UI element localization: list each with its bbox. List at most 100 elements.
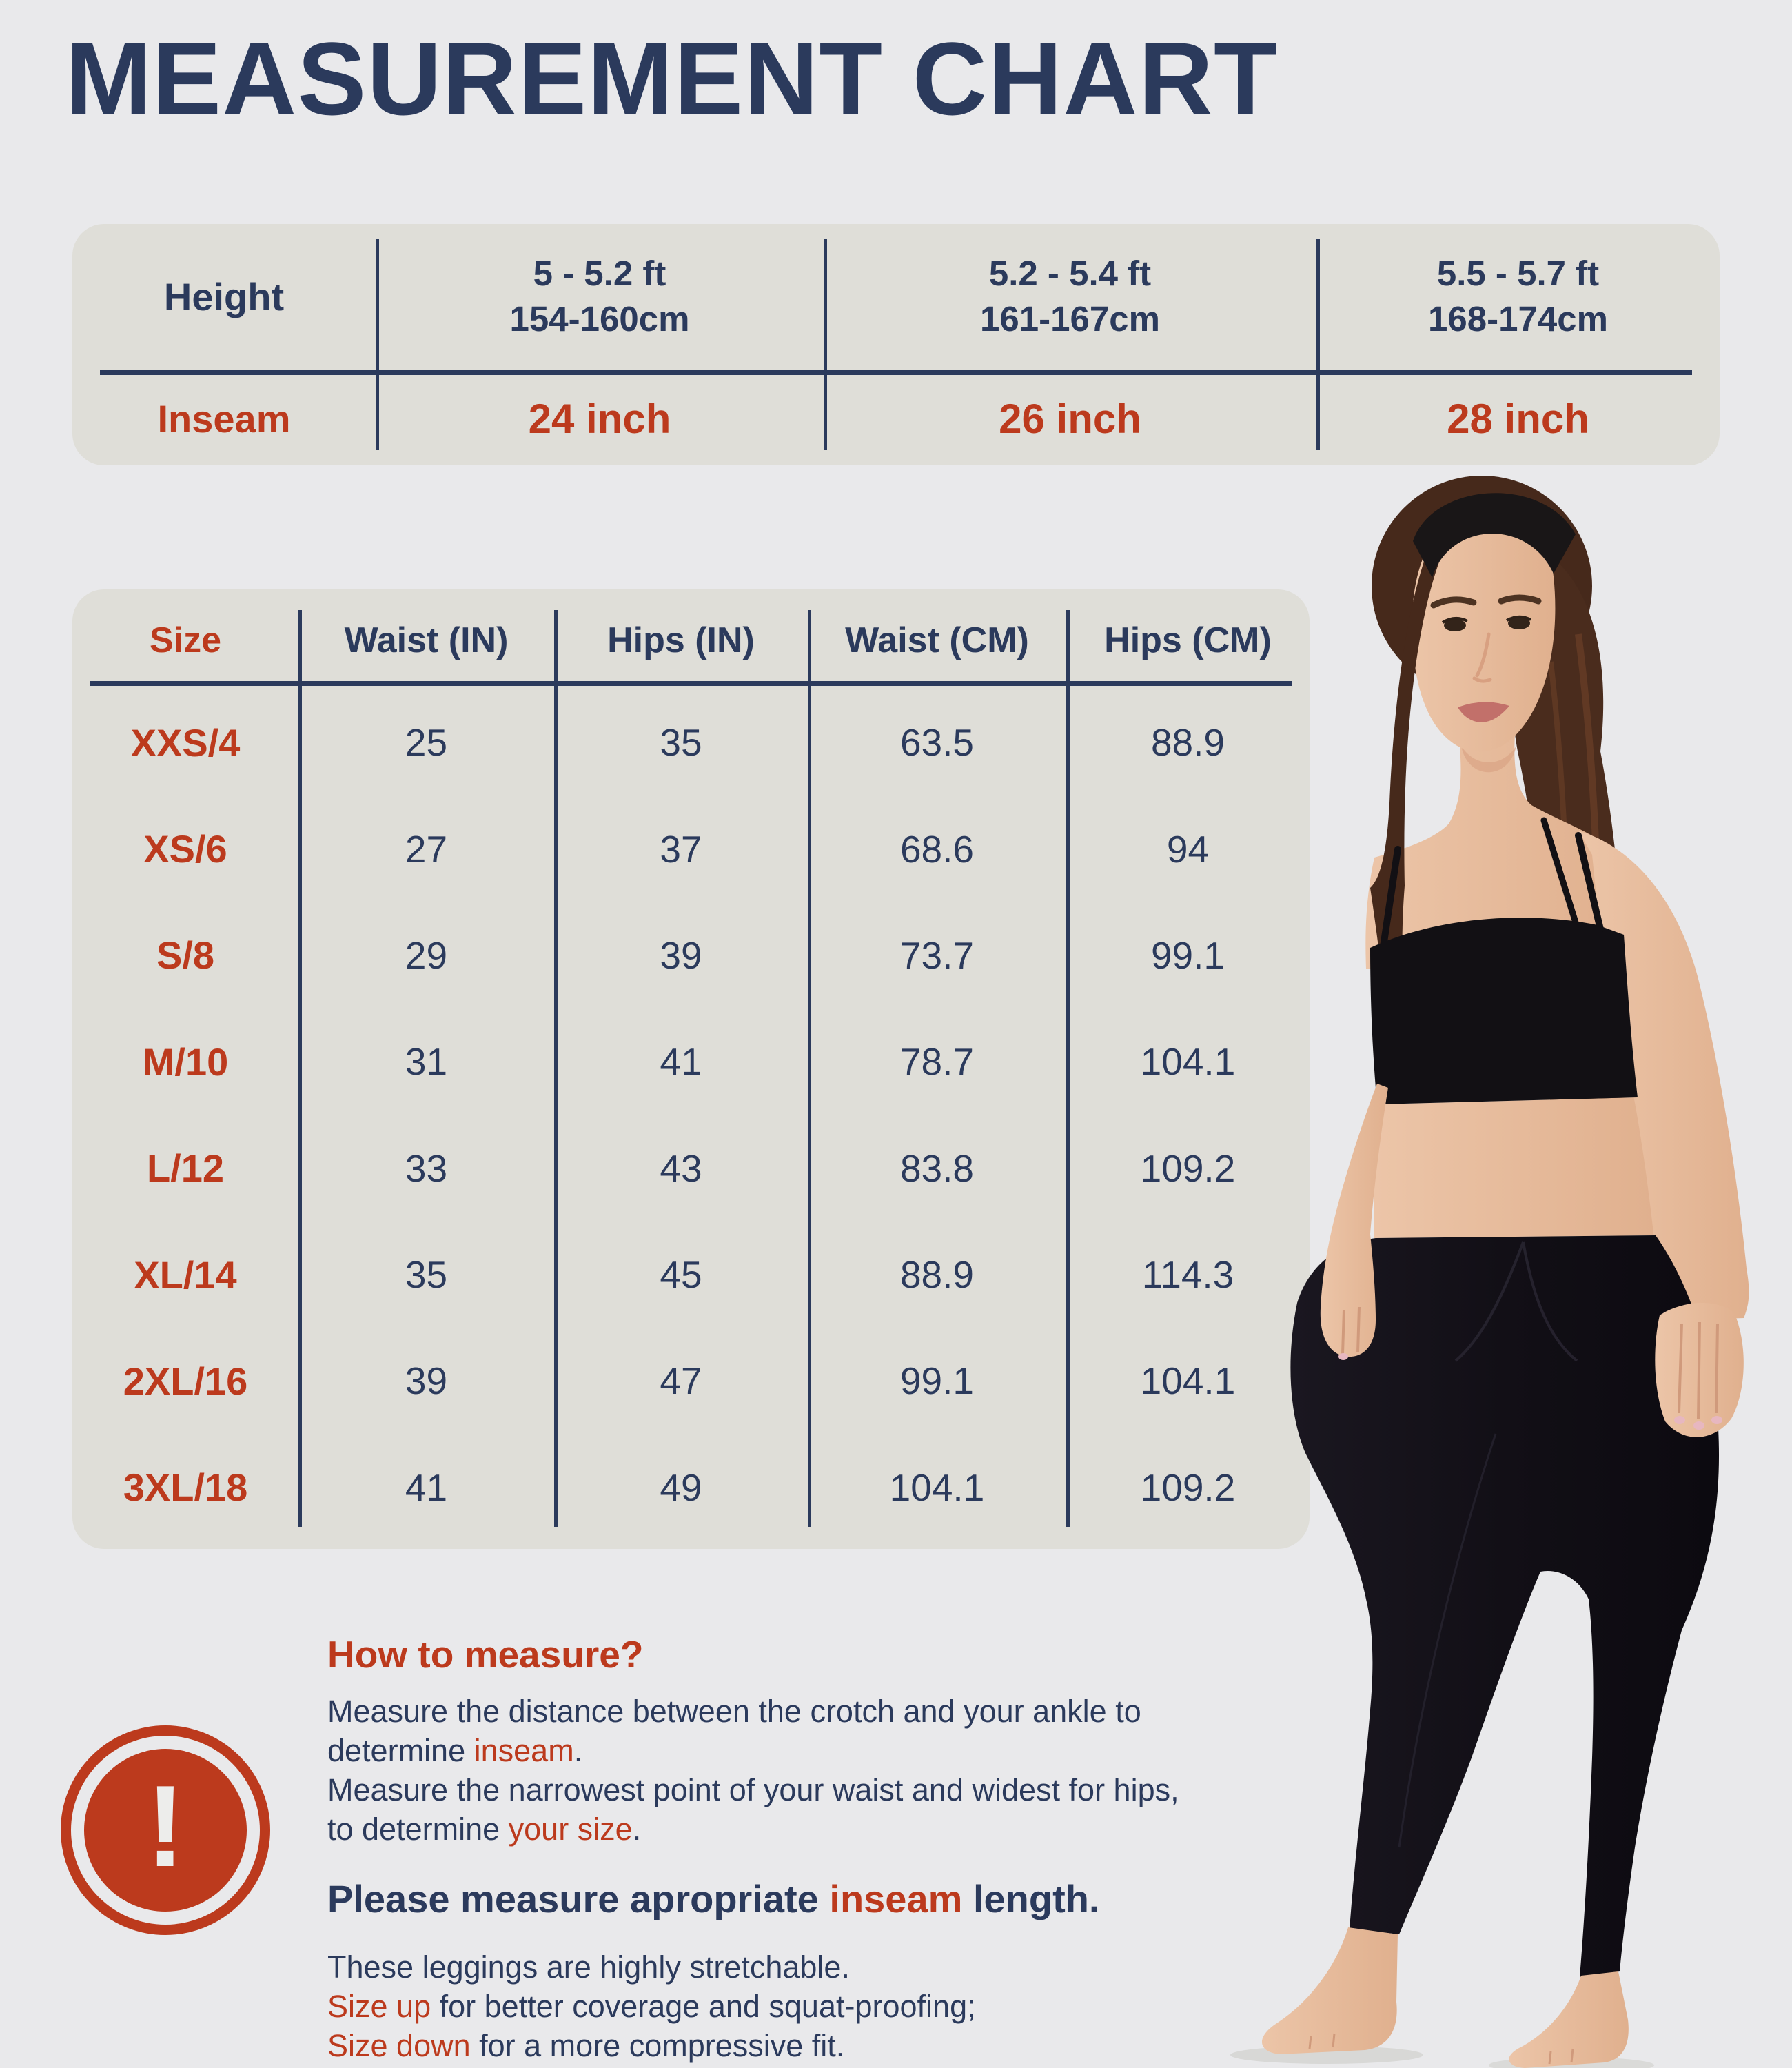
exclamation-icon-inner-circle: !: [84, 1749, 247, 1912]
height-label: Height: [163, 274, 285, 318]
waist-in-cell: 29: [405, 933, 448, 977]
hips-cm-cell: 109.2: [1140, 1146, 1236, 1190]
column-divider: [808, 610, 811, 1527]
text-segment: Please measure apropriate: [327, 1877, 830, 1920]
text-segment: for better coverage and squat-proofing;: [431, 1989, 976, 2024]
exclamation-icon: !: [61, 1725, 270, 1935]
model-photo-woman-in-black-leggings: [1230, 476, 1749, 2068]
measure-instruction-line: Measure the narrowest point of your wais…: [327, 1772, 1179, 1807]
bra-strap: [1575, 832, 1604, 933]
exclamation-glyph: !: [146, 1761, 185, 1891]
waist-in-cell: 33: [405, 1146, 448, 1190]
text-segment: length.: [962, 1877, 1100, 1920]
header-waist-in: Waist (IN): [344, 620, 509, 660]
leggings-leg-seam: [1398, 1433, 1497, 1848]
hand-front-fingers: [1341, 1306, 1361, 1355]
inseam-row: Inseam 24 inch 26 inch 28 inch: [72, 372, 1720, 465]
how-to-measure-section: How to measure? Measure the distance bet…: [327, 1632, 1292, 2065]
size-cell: XL/14: [134, 1253, 237, 1297]
waist-cm-cell: 99.1: [899, 1359, 975, 1403]
hips-in-cell: 35: [660, 721, 702, 764]
table-row: S/8 29 39 73.7 99.1: [72, 902, 1310, 1008]
size-cell: 2XL/16: [123, 1359, 248, 1403]
hand-right-fingers: [1678, 1321, 1719, 1419]
hips-cm-cell: 114.3: [1141, 1253, 1234, 1297]
size-table: Size Waist (IN) Hips (IN) Waist (CM) Hip…: [72, 589, 1310, 1549]
eye-right: [1508, 617, 1530, 629]
header-hips-cm: Hips (CM): [1104, 620, 1272, 660]
hips-in-cell: 49: [660, 1466, 702, 1509]
waist-cm-cell: 83.8: [899, 1146, 975, 1190]
inseam-value-3: 28 inch: [1447, 396, 1589, 442]
waist-in-cell: 31: [405, 1040, 448, 1084]
inseam-value-1: 24 inch: [528, 396, 671, 442]
inseam-warning-statement: Please measure apropriate inseam length.: [327, 1876, 1292, 1921]
foot-back-toes: [1548, 2048, 1574, 2065]
height-inseam-divider: [100, 370, 1692, 375]
table-row: XXS/4 25 35 63.5 88.9: [72, 689, 1310, 795]
inseam-keyword: inseam: [474, 1733, 574, 1768]
bra-strap: [1540, 817, 1579, 926]
column-divider: [1316, 239, 1320, 450]
size-keyword: your size: [508, 1812, 633, 1847]
hips-in-cell: 41: [660, 1040, 702, 1084]
table-row: XL/14 35 45 88.9 114.3: [72, 1221, 1310, 1328]
waist-in-cell: 41: [405, 1466, 448, 1509]
hips-cm-cell: 104.1: [1140, 1040, 1236, 1084]
hips-cm-cell: 88.9: [1150, 721, 1225, 764]
table-row: XS/6 27 37 68.6 94: [72, 795, 1310, 902]
headband: [1413, 493, 1576, 578]
fingernail: [1693, 1421, 1704, 1430]
face: [1412, 508, 1556, 752]
height-col-2: 5.2 - 5.4 ft 161-167cm: [824, 251, 1316, 342]
neck-shadow: [1461, 746, 1516, 773]
hips-cm-cell: 99.1: [1150, 933, 1225, 977]
column-divider: [376, 239, 379, 450]
inseam-label: Inseam: [157, 397, 291, 440]
hips-in-cell: 47: [660, 1359, 702, 1403]
how-to-measure-heading: How to measure?: [327, 1633, 644, 1676]
text-segment: to determine: [327, 1812, 509, 1847]
measure-instruction-line: to determine your size.: [327, 1810, 1292, 1849]
waist-cm-cell: 104.1: [889, 1466, 985, 1509]
waist-cm-cell: 73.7: [899, 933, 975, 977]
waist-in-cell: 35: [405, 1253, 448, 1297]
column-divider: [824, 239, 827, 450]
hips-in-cell: 45: [660, 1253, 702, 1297]
table-row: M/10 31 41 78.7 104.1: [72, 1008, 1310, 1115]
hips-in-cell: 43: [660, 1146, 702, 1190]
height-cm-3: 168-174cm: [1428, 299, 1608, 338]
foot-front: [1261, 1927, 1398, 2054]
column-divider: [1066, 610, 1070, 1527]
inseam-keyword: inseam: [829, 1877, 963, 1920]
table-row: 3XL/18 41 49 104.1 109.2: [72, 1435, 1310, 1541]
table-row: 2XL/16 39 47 99.1 104.1: [72, 1328, 1310, 1434]
bra-strap: [1379, 846, 1401, 955]
hips-cm-cell: 109.2: [1140, 1466, 1236, 1509]
page-title: MEASUREMENT CHART: [65, 21, 1278, 136]
height-ft-1: 5 - 5.2 ft: [533, 254, 666, 293]
arm-front: [1320, 1084, 1388, 1357]
size-cell: L/12: [146, 1146, 225, 1190]
size-table-header: Size Waist (IN) Hips (IN) Waist (CM) Hip…: [72, 599, 1310, 682]
fingernail: [1711, 1416, 1722, 1424]
eyelash-left: [1441, 617, 1468, 624]
hips-cm-cell: 94: [1166, 827, 1210, 871]
height-col-1: 5 - 5.2 ft 154-160cm: [376, 251, 824, 342]
lips: [1458, 702, 1509, 722]
column-divider: [298, 610, 302, 1527]
waist-in-cell: 39: [405, 1359, 448, 1403]
header-hips-in: Hips (IN): [607, 620, 755, 660]
size-cell: XS/6: [143, 827, 227, 871]
midriff-skin: [1374, 1097, 1656, 1238]
waist-cm-cell: 63.5: [899, 721, 975, 764]
eyebrow-left: [1430, 596, 1477, 609]
eye-left: [1444, 619, 1466, 631]
hips-in-cell: 39: [660, 933, 702, 977]
torso-skin: [1365, 734, 1621, 969]
stretch-note-line: Size down for a more compressive fit.: [327, 2026, 1292, 2065]
text-segment: determine: [327, 1733, 474, 1768]
text-segment: for a more compressive fit.: [470, 2028, 845, 2063]
size-up-keyword: Size up: [327, 1989, 431, 2024]
